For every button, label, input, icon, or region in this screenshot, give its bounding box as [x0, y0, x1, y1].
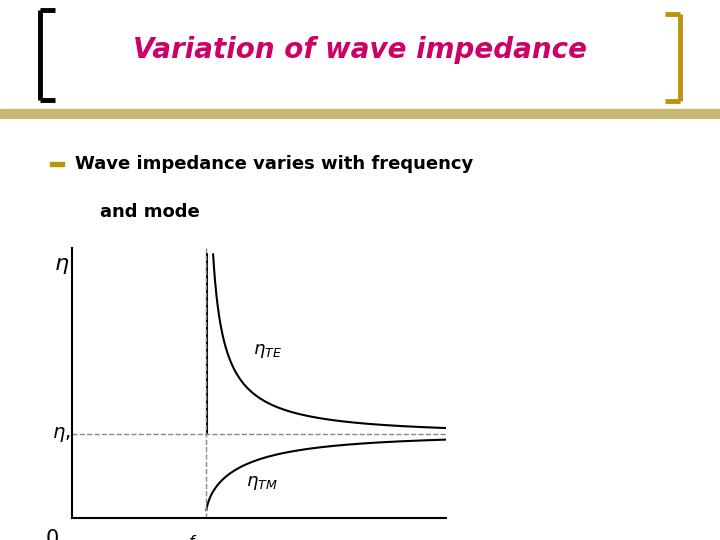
Bar	[50, 161, 64, 166]
Text: $\eta_{TE}$: $\eta_{TE}$	[253, 342, 282, 360]
Text: Variation of wave impedance: Variation of wave impedance	[133, 36, 587, 64]
Text: $f_{c,mn}$: $f_{c,mn}$	[188, 534, 223, 540]
Text: $\eta$: $\eta$	[53, 256, 69, 276]
Text: $0$: $0$	[45, 529, 59, 540]
Text: $\eta_{TM}$: $\eta_{TM}$	[246, 474, 277, 492]
Bar	[0, 109, 720, 119]
Text: $\eta,$: $\eta,$	[52, 424, 71, 443]
Text: Wave impedance varies with frequency: Wave impedance varies with frequency	[75, 155, 473, 173]
Text: and mode: and mode	[100, 203, 200, 221]
